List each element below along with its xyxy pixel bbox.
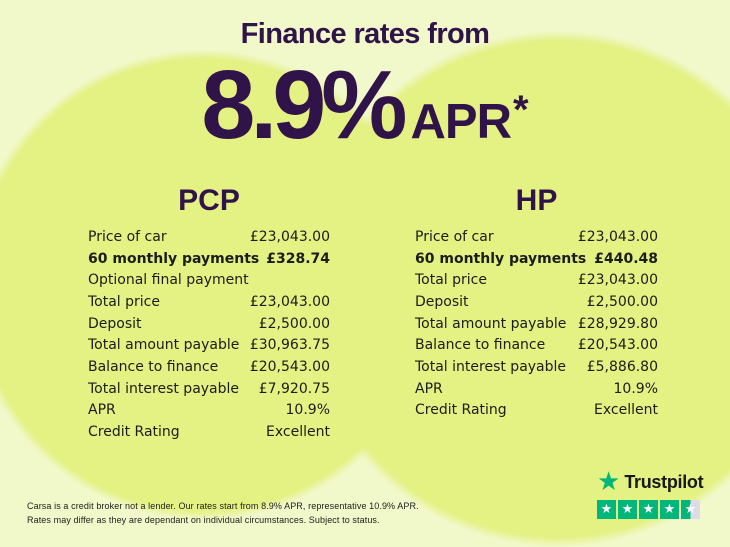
row-label: Deposit [88, 315, 142, 332]
table-row: Total price £23,043.00 [415, 269, 658, 291]
row-label: Total price [415, 272, 487, 289]
table-row: Deposit £2,500.00 [88, 313, 330, 335]
rate-apr-label: APR [410, 95, 512, 149]
row-value: Excellent [266, 424, 330, 441]
trustpilot-wordmark: Trustpilot [624, 471, 704, 492]
table-row: APR 10.9% [88, 400, 330, 422]
row-label: Total price [88, 293, 160, 310]
row-value: £2,500.00 [258, 315, 330, 332]
background-circle-right [300, 31, 730, 547]
headline-rate: 8.9% APR * [0, 56, 730, 153]
rate-asterisk: * [512, 88, 529, 132]
row-value: 10.9% [285, 402, 330, 419]
row-label: Total amount payable [415, 315, 567, 332]
row-label: Price of car [88, 228, 167, 245]
table-row: Total price £23,043.00 [88, 291, 330, 313]
table-row: Balance to finance £20,543.00 [415, 334, 658, 356]
row-label: Optional final payment [88, 272, 249, 289]
half-star-icon: ★ [684, 502, 697, 517]
row-value: £23,043.00 [577, 228, 658, 245]
row-label: Total interest payable [415, 358, 567, 375]
table-row: 60 monthly payments £440.48 [415, 248, 658, 270]
table-row: Total amount payable £30,963.75 [88, 334, 330, 356]
row-label: Deposit [415, 293, 469, 310]
star-icon: ★ [642, 502, 655, 517]
pcp-heading: PCP [178, 184, 240, 217]
table-row: Credit Rating Excellent [415, 400, 658, 422]
hp-table: HP Price of car £23,043.00 60 monthly pa… [415, 184, 658, 421]
row-value: £2,500.00 [586, 293, 658, 310]
row-value: £30,963.75 [249, 337, 330, 354]
pcp-rows: Price of car £23,043.00 60 monthly payme… [88, 226, 330, 443]
half-star-box: ★ [681, 500, 700, 519]
row-value: £23,043.00 [249, 228, 330, 245]
row-value: £23,043.00 [249, 293, 330, 310]
trustpilot-logo: ★ Trustpilot [597, 467, 704, 497]
row-value: £328.74 [266, 250, 330, 267]
row-label: Credit Rating [415, 402, 507, 419]
row-label: Total amount payable [88, 337, 240, 354]
table-row: Optional final payment [88, 269, 330, 291]
row-value: £20,543.00 [249, 358, 330, 375]
row-label: Credit Rating [88, 424, 180, 441]
hp-rows: Price of car £23,043.00 60 monthly payme… [415, 226, 658, 421]
star-icon: ★ [621, 502, 634, 517]
row-value: £20,543.00 [577, 337, 658, 354]
row-value: Excellent [594, 402, 658, 419]
star-box: ★ [618, 500, 637, 519]
table-row: Deposit £2,500.00 [415, 291, 658, 313]
row-value: £5,886.80 [586, 358, 658, 375]
star-box: ★ [660, 500, 679, 519]
row-label: Price of car [415, 228, 494, 245]
star-icon: ★ [600, 502, 613, 517]
row-label: 60 monthly payments [88, 250, 260, 267]
table-row: Total interest payable £5,886.80 [415, 356, 658, 378]
table-row: Total interest payable £7,920.75 [88, 378, 330, 400]
rate-value: 8.9% [201, 50, 407, 159]
row-label: Balance to finance [415, 337, 546, 354]
row-label: 60 monthly payments [415, 250, 587, 267]
row-value: £23,043.00 [577, 272, 658, 289]
table-row: Balance to finance £20,543.00 [88, 356, 330, 378]
row-value: 10.9% [613, 380, 658, 397]
disclaimer-line-2: Rates may differ as they are dependant o… [27, 514, 380, 525]
table-row: 60 monthly payments £328.74 [88, 248, 330, 270]
pcp-table: PCP Price of car £23,043.00 60 monthly p… [88, 184, 330, 443]
row-label: APR [88, 402, 116, 419]
table-row: Credit Rating Excellent [88, 421, 330, 443]
row-label: Total interest payable [88, 380, 240, 397]
table-row: Total amount payable £28,929.80 [415, 313, 658, 335]
star-icon: ★ [663, 502, 676, 517]
table-row: Price of car £23,043.00 [415, 226, 658, 248]
row-label: Balance to finance [88, 358, 219, 375]
trustpilot-rating-stars: ★ ★ ★ ★ ★ [597, 500, 703, 519]
table-row: APR 10.9% [415, 378, 658, 400]
legal-disclaimer: Carsa is a credit broker not a lender. O… [27, 500, 419, 527]
row-label: APR [415, 380, 443, 397]
promo-title: Finance rates from [240, 18, 490, 50]
star-box: ★ [597, 500, 616, 519]
trustpilot-badge[interactable]: ★ Trustpilot ★ ★ ★ ★ ★ [597, 467, 704, 519]
row-value: £440.48 [594, 250, 658, 267]
row-value: £7,920.75 [258, 380, 330, 397]
hp-heading: HP [515, 184, 558, 217]
table-row: Price of car £23,043.00 [88, 226, 330, 248]
row-value: £28,929.80 [577, 315, 658, 332]
disclaimer-line-1: Carsa is a credit broker not a lender. O… [27, 501, 419, 511]
trustpilot-star-icon: ★ [597, 467, 621, 497]
star-box: ★ [639, 500, 658, 519]
